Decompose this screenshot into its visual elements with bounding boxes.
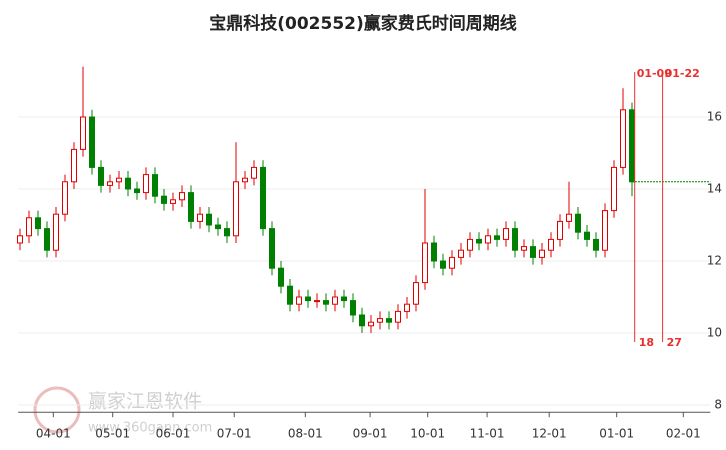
candle-body: [224, 228, 230, 237]
candle-body: [566, 213, 572, 222]
candle-body: [125, 177, 131, 190]
candle-body: [512, 228, 518, 251]
candle-body: [35, 217, 41, 230]
candle-body: [197, 213, 203, 222]
watermark-logo: [33, 386, 81, 434]
candle-body: [53, 213, 59, 251]
candle-body: [215, 224, 221, 230]
candle-body: [575, 213, 581, 233]
candle-body: [314, 300, 320, 303]
x-tick-label: 10-01: [410, 427, 445, 441]
candle-body: [44, 228, 50, 251]
candle-body: [62, 181, 68, 215]
candle-body: [368, 321, 374, 327]
candle-body: [539, 249, 545, 258]
candle-body: [260, 166, 266, 230]
candle-body: [278, 267, 284, 287]
candle-body: [404, 303, 410, 312]
candle-body: [413, 282, 419, 305]
candle-body: [440, 260, 446, 269]
cycle-date: 01-22: [665, 67, 700, 80]
x-tick-label: 04-01: [36, 427, 71, 441]
candle-body: [134, 188, 140, 194]
candle-body: [431, 242, 437, 262]
candle-body: [395, 310, 401, 323]
candle-body: [323, 300, 329, 305]
candle-body: [422, 242, 428, 284]
y-tick-label: 10: [707, 326, 722, 340]
x-tick-label: 11-01: [470, 427, 505, 441]
candle-body: [602, 210, 608, 251]
candle-body: [17, 235, 23, 244]
candle-body: [557, 220, 563, 240]
candle-body: [143, 174, 149, 194]
cycle-days: 18: [639, 336, 654, 349]
x-tick-label: 05-01: [95, 427, 130, 441]
candle-body: [116, 177, 122, 183]
candle-body: [242, 177, 248, 183]
candle-body: [179, 192, 185, 201]
x-tick-label: 08-01: [288, 427, 323, 441]
candle-body: [161, 195, 167, 204]
candle-body: [521, 246, 527, 251]
candle-body: [386, 318, 392, 323]
candle-body: [107, 181, 113, 186]
candle-body: [377, 318, 383, 323]
candle-body: [359, 314, 365, 327]
y-tick-label: 8: [714, 398, 722, 412]
candle-body: [548, 238, 554, 251]
candle-body: [341, 296, 347, 302]
candle-body: [476, 238, 482, 244]
candle-body: [206, 213, 212, 226]
candle-body: [503, 228, 509, 240]
candle-body: [251, 166, 257, 179]
candle-body: [188, 192, 194, 222]
candle-body: [98, 166, 104, 186]
chart-title: 宝鼎科技(002552)赢家费氏时间周期线: [209, 13, 517, 34]
candle-body: [170, 199, 176, 204]
candle-body: [152, 174, 158, 197]
candle-body: [350, 300, 356, 316]
candle-body: [629, 109, 635, 183]
candle-body: [71, 148, 77, 183]
candle-body: [485, 235, 491, 244]
y-tick-label: 14: [707, 182, 722, 196]
candle-body: [89, 116, 95, 168]
x-tick-label: 01-01: [599, 427, 634, 441]
watermark: 赢家江恩软件 www.360gann.com: [33, 386, 212, 436]
candle-body: [584, 231, 590, 240]
candle-body: [269, 228, 275, 269]
candle-body: [80, 116, 86, 150]
candle-body: [620, 109, 626, 168]
candle-body: [26, 217, 32, 237]
x-tick-label: 09-01: [353, 427, 388, 441]
y-tick-label: 16: [707, 110, 722, 124]
y-tick-label: 12: [707, 254, 722, 268]
x-tick-label: 07-01: [217, 427, 252, 441]
candle-body: [530, 246, 536, 258]
candle-body: [611, 166, 617, 212]
candle-body: [458, 249, 464, 258]
cycle-days: 27: [667, 336, 682, 349]
watermark-name: 赢家江恩软件: [88, 391, 202, 413]
candle-body: [467, 238, 473, 251]
candle-body: [296, 296, 302, 305]
x-tick-label: 06-01: [156, 427, 191, 441]
candle-body: [593, 238, 599, 251]
candle-body: [233, 181, 239, 237]
candle-body: [305, 296, 311, 302]
watermark-url: www.360gann.com: [88, 421, 212, 436]
x-tick-label: 02-01: [666, 427, 701, 441]
candle-body: [449, 256, 455, 269]
x-tick-label: 12-01: [532, 427, 567, 441]
candle-body: [287, 285, 293, 305]
candle-body: [494, 235, 500, 240]
candle-body: [332, 296, 338, 305]
